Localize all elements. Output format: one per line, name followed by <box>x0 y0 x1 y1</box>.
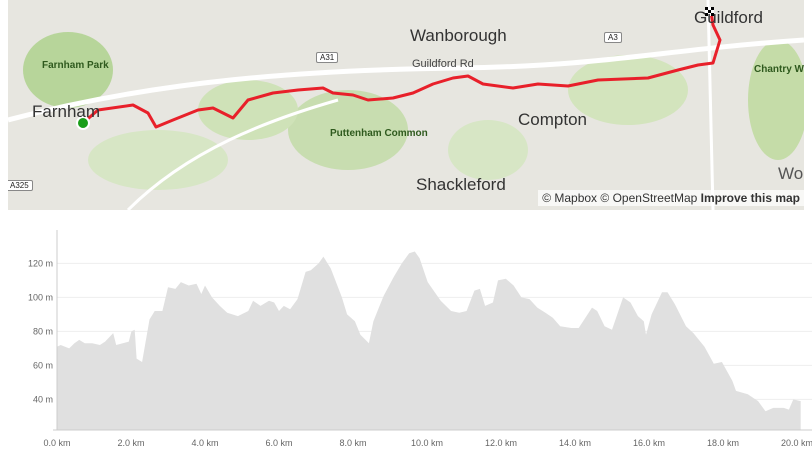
map-attribution: © Mapbox © OpenStreetMap Improve this ma… <box>538 190 804 206</box>
label-wo: Wo <box>778 164 804 183</box>
elevation-area <box>57 251 801 430</box>
park-area <box>748 40 804 160</box>
x-tick-label: 10.0 km <box>411 438 443 448</box>
x-tick-label: 16.0 km <box>633 438 665 448</box>
park-area <box>568 55 688 125</box>
park-area <box>198 80 298 140</box>
park-area <box>88 130 228 190</box>
label-shackleford: Shackleford <box>416 175 506 194</box>
y-tick-label: 40 m <box>33 394 53 404</box>
label-farnham-park: Farnham Park <box>42 60 109 71</box>
map-canvas <box>8 0 804 210</box>
mapbox-link[interactable]: © Mapbox <box>542 191 598 205</box>
x-tick-label: 12.0 km <box>485 438 517 448</box>
label-chantry: Chantry W <box>754 64 804 75</box>
improve-map-link[interactable]: Improve this map <box>700 191 800 205</box>
osm-link[interactable]: © OpenStreetMap <box>600 191 698 205</box>
flag-square <box>711 7 714 10</box>
label-a325: A325 <box>8 180 33 191</box>
label-puttenham-common: Puttenham Common <box>330 128 428 139</box>
elevation-chart[interactable]: 40 m 60 m 80 m 100 m 120 m 0.0 km 2.0 km 4.0 km… <box>0 215 812 458</box>
x-tick-label: 14.0 km <box>559 438 591 448</box>
start-marker <box>76 116 90 130</box>
flag-square <box>705 13 708 16</box>
park-area <box>448 120 528 180</box>
label-wanborough: Wanborough <box>410 26 507 45</box>
y-tick-label: 80 m <box>33 326 53 336</box>
road <box>126 98 339 210</box>
label-compton: Compton <box>518 110 587 129</box>
flag-square <box>711 10 714 13</box>
x-tick-label: 2.0 km <box>117 438 144 448</box>
x-tick-label: 0.0 km <box>43 438 70 448</box>
park-area <box>288 90 408 170</box>
y-tick-label: 100 m <box>28 292 53 302</box>
flag-square <box>705 7 708 10</box>
route-line <box>82 11 722 129</box>
flag-square <box>708 7 711 10</box>
x-tick-label: 20.0 km <box>781 438 812 448</box>
road-a31 <box>8 37 804 123</box>
road <box>706 0 715 210</box>
route-map[interactable]: Guildford Wanborough Farnham Park Farnha… <box>8 0 804 210</box>
flag-square <box>705 10 708 13</box>
park-area <box>23 32 113 108</box>
x-tick-label: 8.0 km <box>339 438 366 448</box>
y-tick-label: 60 m <box>33 360 53 370</box>
x-tick-label: 4.0 km <box>191 438 218 448</box>
x-tick-label: 6.0 km <box>265 438 292 448</box>
flag-square <box>708 10 711 13</box>
label-a3: A3 <box>604 32 622 43</box>
checkered-flag-icon <box>705 7 714 16</box>
x-tick-label: 18.0 km <box>707 438 739 448</box>
flag-square <box>711 13 714 16</box>
label-guildford-rd: Guildford Rd <box>412 58 474 70</box>
label-a31: A31 <box>316 52 339 63</box>
y-tick-label: 120 m <box>28 258 53 268</box>
flag-square <box>708 13 711 16</box>
label-guildford: Guildford <box>694 8 763 27</box>
label-farnham: Farnham <box>32 102 101 121</box>
